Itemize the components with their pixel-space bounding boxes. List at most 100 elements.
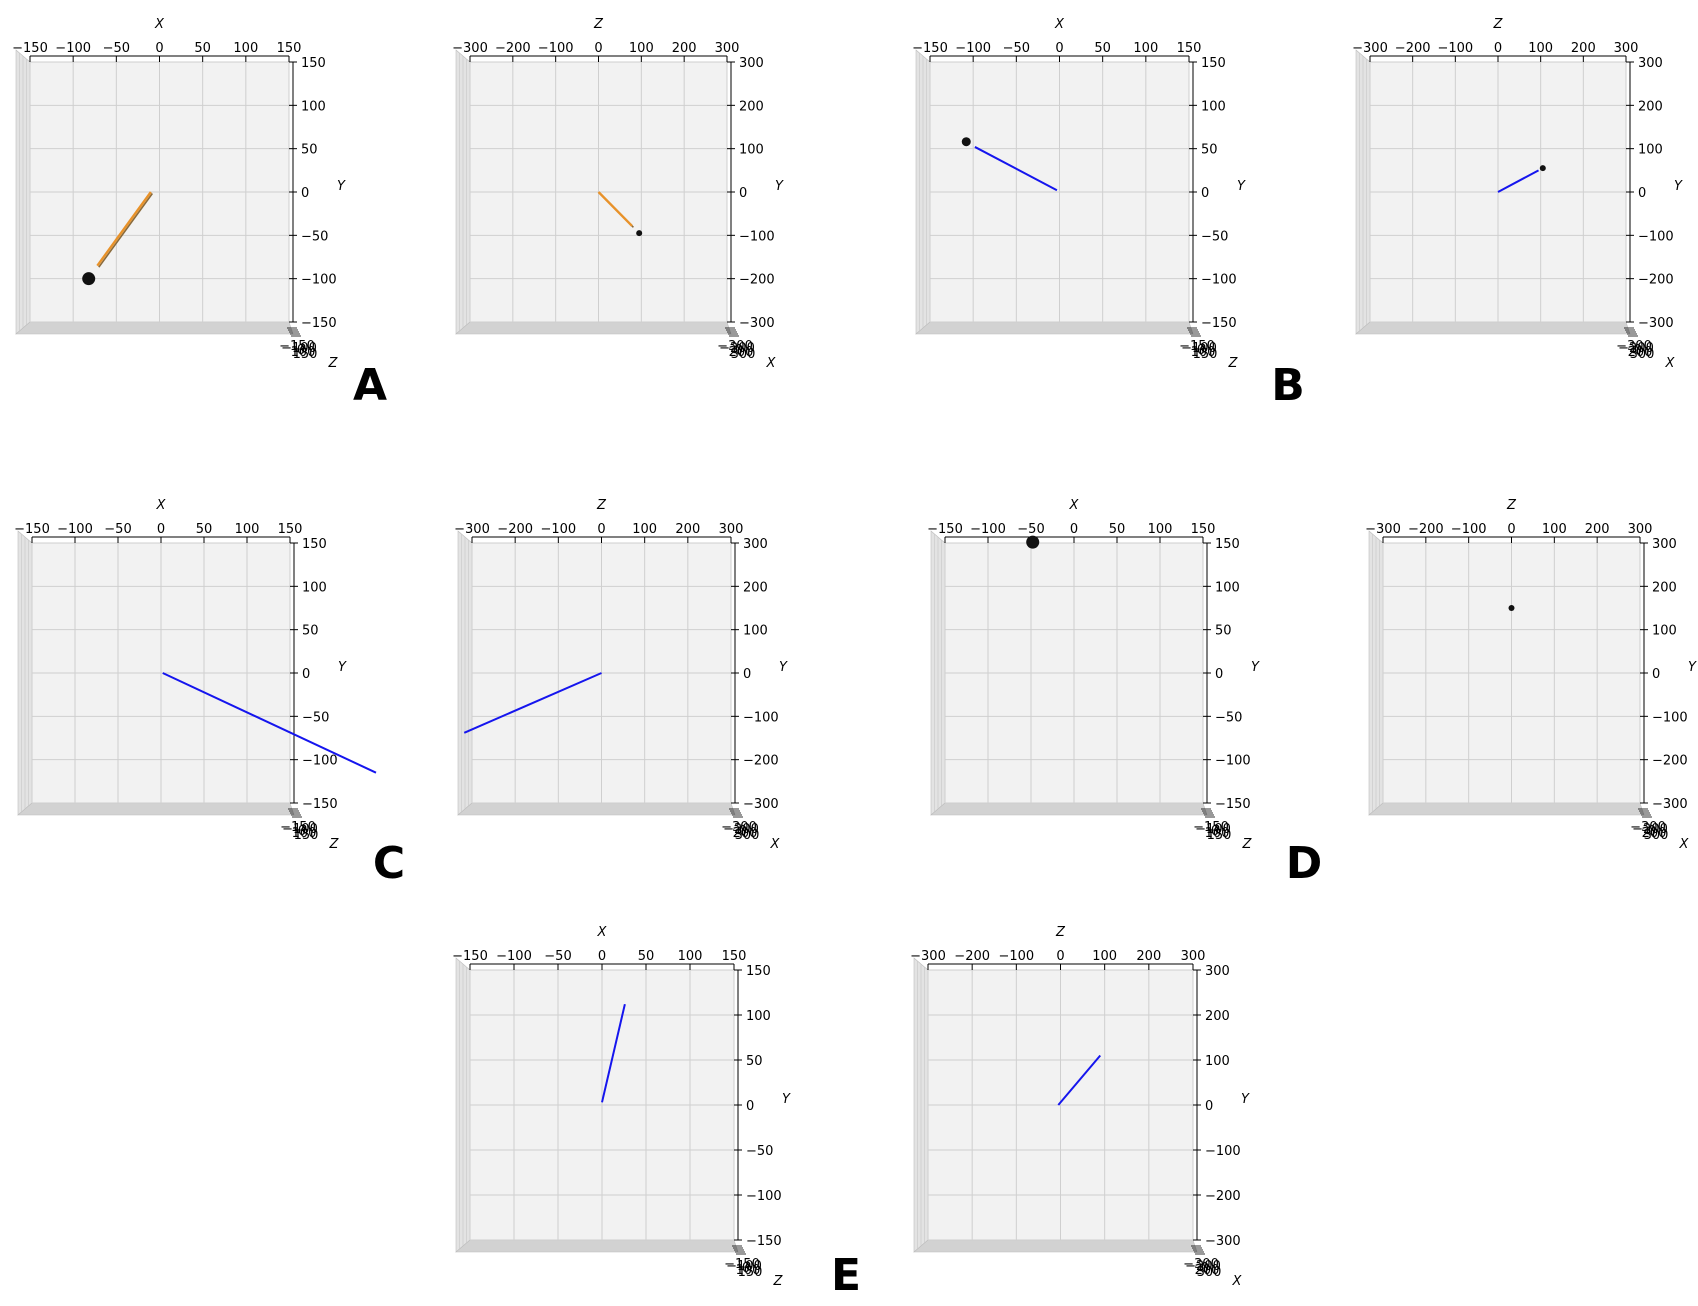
panel-C-front: −150 −100 −50 0 50 100 150X150100500−50−100−15…	[14, 498, 377, 852]
depth-tick-label: 150	[738, 1265, 763, 1280]
x-tick-label: 100	[1528, 41, 1553, 56]
x-tick-label: 100	[1148, 522, 1173, 537]
x-tick-label: 100	[1542, 522, 1567, 537]
y-tick-label: −100	[301, 273, 337, 288]
vector-line	[1057, 1054, 1102, 1106]
y-tick-label: −150	[1201, 316, 1237, 331]
panel-D-side: −300 −200 −100 0 100 200 300Z3002001000−100−20…	[1365, 498, 1697, 852]
x-tick-label: 100	[629, 41, 654, 56]
y-tick-label: 100	[1638, 143, 1663, 158]
x-tick-label: 100	[1092, 949, 1117, 964]
x-tick-label: −200	[1395, 41, 1431, 56]
vector-line	[1497, 169, 1540, 193]
x-tick-label: 0	[1055, 41, 1063, 56]
depth-tick-label: 100	[1205, 826, 1230, 841]
x-tick-label: −100	[496, 949, 532, 964]
x-tick-label: −150	[912, 41, 948, 56]
x-tick-label: −50	[544, 949, 571, 964]
x-tick-label: 0	[1070, 522, 1078, 537]
panel-A-front: −150 −100 −50 0 50 100 150X150100500−50−100−15…	[12, 17, 346, 371]
depth-tick-label: 0	[298, 824, 306, 839]
y-tick-label: 200	[743, 580, 768, 595]
pane-floor	[915, 321, 1194, 335]
x-tick-label: 0	[594, 41, 602, 56]
x-tick-label: 200	[672, 41, 697, 56]
depth-tick-label: −300	[721, 820, 757, 835]
depth-tick-label: 150	[1193, 347, 1218, 362]
depth-tick-label: 0	[739, 824, 747, 839]
x-tick-label: 50	[1094, 41, 1111, 56]
depth-tick-label: 0	[1211, 824, 1219, 839]
y-axis-label: Y	[1688, 660, 1697, 675]
depth-tick-label: −200	[1185, 1259, 1221, 1274]
x-tick-label: 50	[194, 41, 211, 56]
x-axis-label: X	[154, 17, 165, 32]
x-tick-label: −100	[55, 41, 91, 56]
vector-line	[974, 146, 1058, 192]
y-tick-label: 300	[1205, 964, 1230, 979]
y-tick-label: −150	[301, 316, 337, 331]
y-tick-label: 300	[739, 56, 764, 71]
x-tick-label: 100	[235, 522, 260, 537]
depth-axis-label: X	[1232, 1274, 1243, 1289]
y-tick-label: 100	[302, 580, 327, 595]
depth-axis-label: X	[770, 837, 781, 852]
depth-tick-label: −100	[1195, 822, 1231, 837]
x-tick-label: −50	[104, 522, 131, 537]
vector-line	[597, 191, 633, 227]
depth-tick-label: 100	[736, 1263, 761, 1278]
x-tick-label: 50	[196, 522, 213, 537]
x-tick-label: −100	[998, 949, 1034, 964]
y-tick-label: −300	[1205, 1234, 1241, 1249]
x-tick-label: 0	[155, 41, 163, 56]
panel-E-front: −150 −100 −50 0 50 100 150X150100500−50−100−15…	[452, 925, 791, 1289]
y-tick-label: 100	[743, 624, 768, 639]
y-tick-label: −200	[739, 273, 775, 288]
depth-axis-label: X	[1679, 837, 1690, 852]
depth-tick-label: 300	[1630, 347, 1655, 362]
y-tick-label: 0	[1215, 667, 1223, 682]
y-tick-label: 100	[1201, 99, 1226, 114]
y-tick-label: 0	[743, 667, 751, 682]
y-tick-label: 50	[301, 143, 318, 158]
pane-floor	[1368, 802, 1645, 816]
y-tick-label: −200	[1652, 754, 1688, 769]
y-tick-label: −100	[1205, 1144, 1241, 1159]
depth-tick-label: −200	[723, 822, 759, 837]
depth-tick-label: 150	[294, 828, 319, 843]
y-tick-label: −100	[1215, 754, 1251, 769]
depth-tick-label: 150	[1207, 828, 1232, 843]
depth-tick-label: 150	[293, 347, 318, 362]
y-tick-label: −100	[1652, 710, 1688, 725]
x-tick-label: −300	[910, 949, 946, 964]
depth-tick-label: −300	[717, 339, 753, 354]
depth-tick-label: −200	[719, 341, 755, 356]
depth-tick-label: 100	[291, 345, 316, 360]
y-axis-label: Y	[1251, 660, 1260, 675]
x-tick-label: −100	[1451, 522, 1487, 537]
y-axis-label: Y	[782, 1092, 791, 1107]
y-tick-label: −50	[301, 229, 328, 244]
y-tick-label: 0	[739, 186, 747, 201]
option-label-C: C	[373, 838, 405, 889]
y-tick-label: −100	[739, 229, 775, 244]
y-tick-label: −50	[1215, 710, 1242, 725]
depth-tick-label: −150	[1193, 820, 1229, 835]
y-tick-label: 300	[743, 537, 768, 552]
depth-tick-label: 0	[1634, 343, 1642, 358]
depth-tick-label: 0	[1648, 824, 1656, 839]
x-tick-label: 200	[1585, 522, 1610, 537]
y-axis-label: Y	[337, 179, 346, 194]
x-tick-label: 300	[719, 522, 744, 537]
depth-tick-label: −150	[724, 1257, 760, 1272]
x-tick-label: −100	[970, 522, 1006, 537]
x-tick-label: −200	[954, 949, 990, 964]
option-label-D: D	[1286, 838, 1323, 889]
x-tick-label: 100	[233, 41, 258, 56]
y-tick-label: 0	[1205, 1099, 1213, 1114]
pane-floor	[930, 802, 1208, 816]
y-tick-label: 150	[302, 537, 327, 552]
x-tick-label: −100	[538, 41, 574, 56]
y-tick-label: 0	[302, 667, 310, 682]
depth-tick-label: −100	[1181, 341, 1217, 356]
